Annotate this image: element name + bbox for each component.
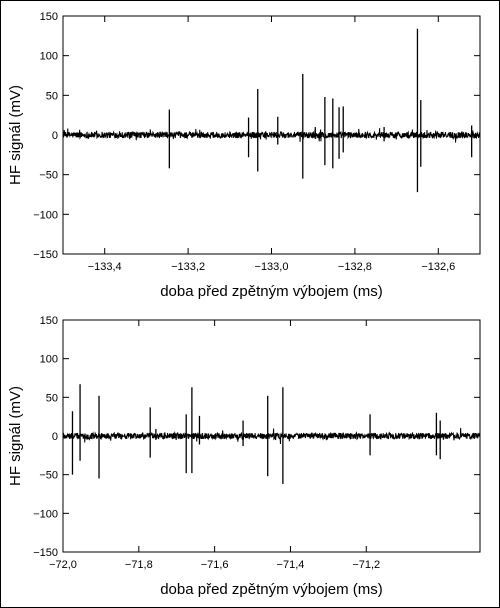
y-tick-label: 50 (46, 392, 58, 404)
y-tick-label: 0 (52, 431, 58, 443)
x-tick-label: −71,2 (352, 559, 380, 571)
signal-baseline-trace (62, 427, 481, 444)
y-tick-label: 100 (40, 51, 58, 63)
chart-panel-bottom: −150 −100 −50 0 50 100 150 −72,0 −71,8 −71,6 −71,4… (7, 315, 481, 598)
x-tick-label: −133,4 (88, 261, 122, 273)
x-tick-label: −71,6 (201, 559, 229, 571)
x-tick-label: −133,2 (171, 261, 205, 273)
y-tick-label: 150 (40, 11, 58, 23)
x-tick-label: −132,8 (338, 261, 372, 273)
x-tick-label: −71,8 (125, 559, 153, 571)
y-tick-label: −50 (39, 170, 58, 182)
x-tick-label: −71,4 (277, 559, 305, 571)
y-tick-label: 100 (40, 354, 58, 366)
y-tick-label: 150 (40, 315, 58, 327)
y-tick-label: −150 (33, 547, 58, 559)
y-axis-title: HF signál (mV) (7, 85, 24, 185)
x-tick-label: −132,6 (421, 261, 455, 273)
y-tick-label: 50 (46, 90, 58, 102)
chart-panel-top: −150 −100 −50 0 50 100 150 −133,4 −133,2 −133,0 −1… (7, 11, 481, 300)
y-tick-label: −50 (39, 470, 58, 482)
y-tick-label: −100 (33, 209, 58, 221)
y-tick-label: −100 (33, 508, 58, 520)
x-axis-title: doba před zpětným výbojem (ms) (160, 581, 383, 598)
y-axis-title: HF signál (mV) (7, 386, 24, 486)
x-tick-label: −72,0 (49, 559, 77, 571)
signal-baseline-trace (62, 128, 481, 143)
x-axis-title: doba před zpětným výbojem (ms) (160, 283, 383, 300)
y-tick-label: −150 (33, 249, 58, 261)
y-tick-label: 0 (52, 130, 58, 142)
x-tick-label: −133,0 (255, 261, 289, 273)
